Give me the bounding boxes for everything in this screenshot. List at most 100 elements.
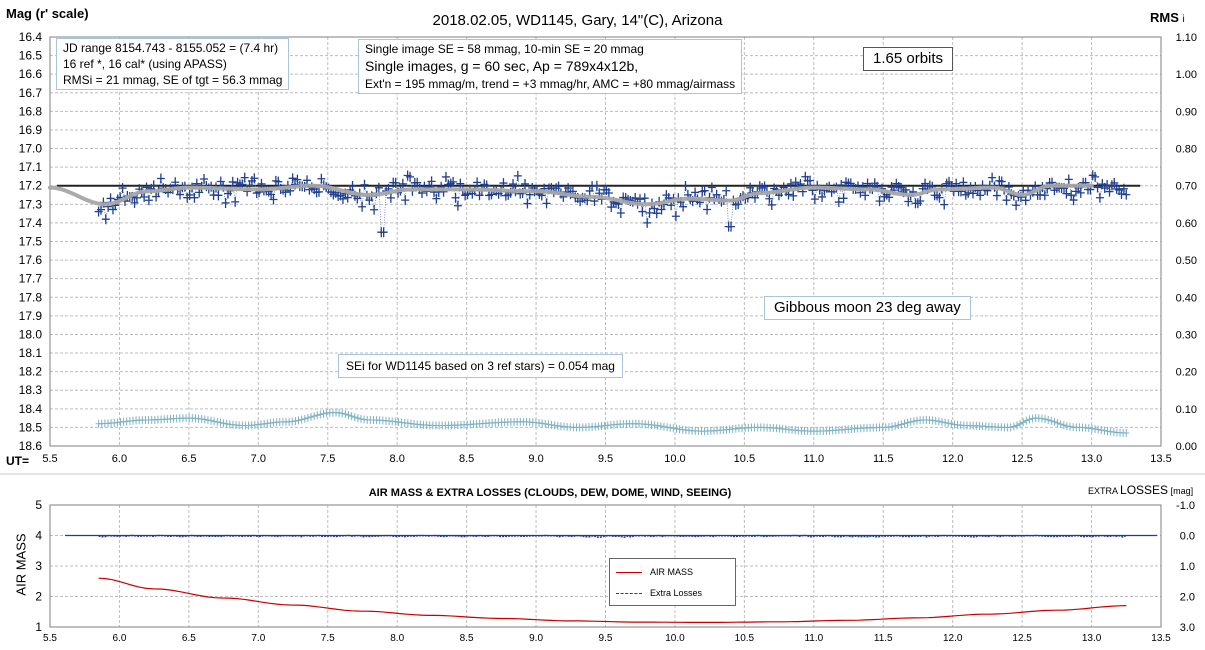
target-point xyxy=(358,201,367,212)
target-point xyxy=(386,192,395,203)
target-point xyxy=(156,173,165,184)
target-point xyxy=(554,181,563,192)
target-point xyxy=(1062,188,1071,199)
target-point xyxy=(171,177,180,188)
y2-tick-label: 0.60 xyxy=(1176,218,1197,230)
bottom-x-tick-label: 12.5 xyxy=(1012,633,1032,644)
x-tick-label: 7.0 xyxy=(251,453,266,465)
target-point xyxy=(640,193,649,204)
target-point xyxy=(449,176,458,187)
x-tick-label: 8.0 xyxy=(390,453,405,465)
target-point xyxy=(818,191,827,202)
legend-item-extra-losses: Extra Losses xyxy=(616,588,702,598)
y-tick-label: 18.1 xyxy=(19,346,43,360)
bottom-x-tick-label: 6.0 xyxy=(112,633,126,644)
target-point xyxy=(722,185,731,196)
extra-losses-label-pre: EXTRA xyxy=(1088,486,1118,496)
y2-tick-label: 0.90 xyxy=(1176,106,1197,118)
target-point xyxy=(374,182,383,193)
extra-losses-label-main: LOSSES xyxy=(1120,483,1169,497)
extra-losses-label-post: [mag] xyxy=(1170,486,1194,496)
target-point xyxy=(645,207,654,218)
target-point xyxy=(1021,195,1030,206)
y-tick-label: 17.5 xyxy=(19,235,43,249)
y-tick-label: 18.2 xyxy=(19,365,43,379)
target-point xyxy=(101,214,110,225)
legend-label-airmass: AIR MASS xyxy=(650,567,694,577)
target-point xyxy=(607,202,616,213)
target-point xyxy=(97,204,106,215)
bottom-y2-tick-label: 2.0 xyxy=(1180,592,1195,604)
bottom-x-tick-label: 9.0 xyxy=(529,633,543,644)
y-tick-label: 17.7 xyxy=(19,272,43,286)
target-point xyxy=(144,195,153,206)
target-point xyxy=(1012,200,1021,211)
target-point xyxy=(523,198,532,209)
target-point xyxy=(765,193,774,204)
bottom-x-tick-label: 6.5 xyxy=(182,633,196,644)
bottom-y-tick-label: 1 xyxy=(35,620,42,634)
target-point xyxy=(1119,183,1128,194)
target-point xyxy=(997,176,1006,187)
target-point xyxy=(810,194,819,205)
target-point xyxy=(703,204,712,215)
bottom-y-tick-label: 4 xyxy=(35,529,42,543)
x-tick-label: 13.0 xyxy=(1081,453,1102,465)
y2-tick-label: 0.30 xyxy=(1176,329,1197,341)
target-point xyxy=(861,190,870,201)
target-point xyxy=(1093,182,1102,193)
target-point xyxy=(992,190,1001,201)
y-tick-label: 16.9 xyxy=(19,123,43,137)
legend-item-airmass: AIR MASS xyxy=(616,567,693,577)
airmass-axis-label: AIR MASS xyxy=(13,533,29,596)
x-tick-label: 11.0 xyxy=(804,453,825,465)
x-tick-label: 10.0 xyxy=(664,453,685,465)
info-box-images-line: Single image SE = 58 mmag, 10-min SE = 2… xyxy=(365,42,644,56)
y2-axis-label-main: RMS xyxy=(1150,10,1179,25)
info-box-range-line: 16 ref *, 16 cal* (using APASS) xyxy=(63,57,227,71)
target-point xyxy=(176,189,185,200)
target-point xyxy=(317,173,326,184)
bottom-x-tick-label: 10.5 xyxy=(735,633,755,644)
target-point xyxy=(921,178,930,189)
target-point xyxy=(952,178,961,189)
y2-axis-label: RMS i xyxy=(1150,10,1185,25)
x-tick-label: 6.0 xyxy=(112,453,127,465)
target-point xyxy=(118,183,127,194)
target-point xyxy=(257,178,266,189)
target-point xyxy=(250,173,259,184)
target-point xyxy=(453,200,462,211)
target-point xyxy=(1105,186,1114,197)
target-point xyxy=(130,197,139,208)
y-tick-label: 17.8 xyxy=(19,290,43,304)
bottom-y2-tick-label: -1.0 xyxy=(1176,500,1195,512)
target-point xyxy=(432,193,441,204)
target-point xyxy=(228,176,237,187)
target-point xyxy=(473,177,482,188)
y-tick-label: 18.6 xyxy=(19,439,43,453)
y2-tick-label: 1.00 xyxy=(1176,69,1197,81)
target-point xyxy=(370,204,379,215)
bottom-y-tick-label: 5 xyxy=(35,498,42,512)
x-tick-label: 6.5 xyxy=(181,453,196,465)
y2-tick-label: 0.80 xyxy=(1176,144,1197,156)
target-point xyxy=(789,190,798,201)
target-point xyxy=(521,178,530,189)
y-tick-label: 17.9 xyxy=(19,309,43,323)
target-point xyxy=(303,175,312,186)
bottom-x-tick-label: 11.5 xyxy=(874,633,893,644)
info-box-range: JD range 8154.743 - 8155.052 = (7.4 hr) … xyxy=(56,38,290,90)
target-point xyxy=(592,180,601,191)
airmass-line xyxy=(98,577,1127,623)
target-point xyxy=(1091,171,1100,182)
y2-tick-label: 0.50 xyxy=(1176,255,1197,267)
target-point xyxy=(140,191,149,202)
bottom-y2-tick-label: 0.0 xyxy=(1180,531,1195,543)
bottom-x-tick-label: 11.0 xyxy=(804,633,823,644)
y2-tick-label: 0.40 xyxy=(1176,292,1197,304)
target-point xyxy=(221,197,230,208)
target-point xyxy=(839,193,848,204)
target-point xyxy=(691,187,700,198)
target-point xyxy=(542,198,551,209)
target-point xyxy=(786,178,795,189)
